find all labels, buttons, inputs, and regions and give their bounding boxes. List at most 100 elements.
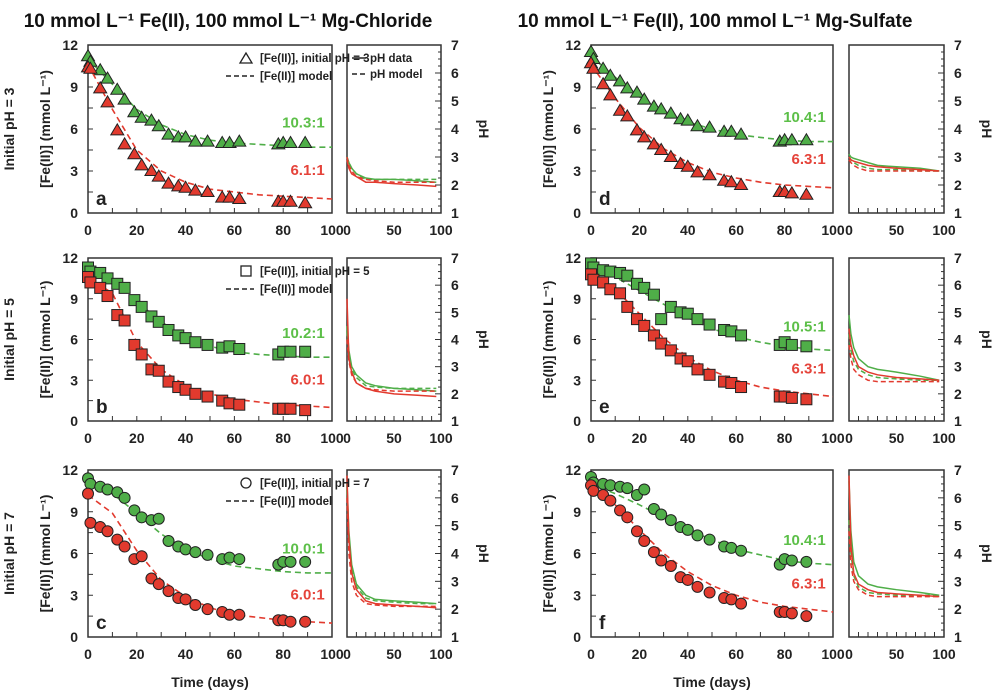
legend-circle-icon bbox=[240, 477, 252, 489]
data-point-green bbox=[638, 483, 651, 496]
data-point-green bbox=[655, 508, 668, 521]
y-tick-label: 12 bbox=[565, 37, 581, 53]
row-label: Initial pH = 3 bbox=[1, 87, 17, 170]
x-axis-label: Time (days) bbox=[673, 674, 751, 690]
data-point-green bbox=[735, 544, 748, 557]
ph-data-line-green bbox=[346, 483, 437, 605]
data-point-red bbox=[144, 163, 159, 176]
ratio-label-red: 6.3:1 bbox=[792, 360, 826, 377]
ph-x-tick-label: 0 bbox=[845, 222, 853, 238]
x-tick-label: 100 bbox=[320, 646, 344, 662]
y-tick-label: 12 bbox=[62, 462, 78, 478]
data-point-green bbox=[101, 483, 114, 496]
ph-model-line-green bbox=[346, 331, 437, 390]
ph-x-tick-label: 0 bbox=[343, 222, 351, 238]
x-tick-label: 80 bbox=[777, 222, 793, 238]
x-tick-label: 0 bbox=[84, 222, 92, 238]
data-point-red bbox=[664, 560, 677, 573]
data-point-green bbox=[135, 300, 148, 313]
data-point-green bbox=[602, 68, 618, 81]
data-point-red bbox=[201, 603, 214, 616]
ph-y-tick-label: 7 bbox=[954, 462, 962, 478]
legend-ph-model-label: pH model bbox=[370, 69, 422, 81]
panel-letter: d bbox=[599, 189, 611, 210]
ph-y-tick-label: 5 bbox=[954, 518, 962, 534]
data-point-red bbox=[664, 344, 677, 357]
legend-model-label: [Fe(II)] model bbox=[260, 496, 332, 508]
ph-x-tick-label: 100 bbox=[429, 646, 453, 662]
y-tick-label: 0 bbox=[70, 205, 78, 221]
ph-y-tick-label: 6 bbox=[451, 277, 459, 293]
ph-y-tick-label: 6 bbox=[954, 65, 962, 81]
ph-x-tick-label: 50 bbox=[889, 222, 905, 238]
ph-x-tick-label: 100 bbox=[429, 430, 453, 446]
data-point-red bbox=[109, 122, 125, 136]
y-axis-label: [Fe(II)] (mmol L⁻¹) bbox=[37, 281, 53, 399]
data-point-green bbox=[612, 73, 628, 87]
data-point-red bbox=[690, 164, 705, 178]
y-tick-label: 6 bbox=[70, 121, 78, 137]
legend-triangle-icon bbox=[238, 51, 254, 64]
data-point-red bbox=[604, 494, 617, 507]
ph-y-tick-label: 1 bbox=[954, 629, 962, 645]
panel-letter: e bbox=[599, 397, 610, 418]
data-point-red bbox=[673, 156, 688, 169]
ratio-label-green: 10.5:1 bbox=[783, 318, 826, 335]
data-point-green bbox=[636, 92, 652, 105]
series-red: 6.3:1 bbox=[585, 268, 940, 406]
x-tick-label: 80 bbox=[275, 430, 291, 446]
data-point-red bbox=[655, 337, 668, 350]
data-point-red bbox=[799, 187, 814, 200]
x-tick-label: 80 bbox=[275, 222, 291, 238]
data-point-green bbox=[621, 482, 634, 495]
series-green: 10.4:1 bbox=[583, 44, 940, 172]
ph-x-tick-label: 100 bbox=[429, 222, 453, 238]
ph-data-line-green bbox=[346, 325, 437, 392]
data-point-red bbox=[619, 108, 635, 122]
x-tick-label: 100 bbox=[821, 430, 845, 446]
data-point-green bbox=[179, 543, 192, 556]
data-point-green bbox=[646, 99, 662, 112]
data-point-green bbox=[231, 134, 247, 147]
ratio-label-red: 6.0:1 bbox=[290, 371, 324, 388]
ph-y-tick-label: 1 bbox=[451, 629, 459, 645]
data-point-green bbox=[201, 548, 214, 561]
data-point-red bbox=[299, 404, 312, 417]
ph-x-tick-label: 100 bbox=[932, 430, 956, 446]
y-tick-label: 9 bbox=[573, 79, 581, 95]
ph-y-tick-label: 7 bbox=[451, 37, 459, 53]
ratio-label-red: 6.1:1 bbox=[290, 162, 324, 179]
data-point-red bbox=[128, 338, 141, 351]
data-point-green bbox=[800, 340, 813, 353]
legend-data-label: [Fe(II)], initial pH = 5 bbox=[260, 266, 370, 278]
data-point-green bbox=[92, 62, 108, 76]
data-point-red bbox=[630, 313, 643, 326]
y-tick-label: 3 bbox=[70, 587, 78, 603]
y-tick-label: 3 bbox=[70, 372, 78, 388]
data-point-red bbox=[655, 554, 668, 567]
ph-data-line-green bbox=[848, 481, 940, 596]
data-point-green bbox=[109, 82, 125, 95]
data-point-red bbox=[201, 390, 214, 403]
series-green: 10.2:1 bbox=[82, 261, 437, 392]
data-point-red bbox=[703, 586, 716, 599]
legend-model-label: [Fe(II)] model bbox=[260, 71, 332, 83]
series-red: 6.1:1 bbox=[80, 59, 437, 209]
x-tick-label: 0 bbox=[587, 430, 595, 446]
data-point-red bbox=[597, 276, 610, 289]
ph-data-line-red bbox=[848, 156, 940, 172]
data-point-green bbox=[200, 134, 215, 147]
data-point-red bbox=[179, 593, 192, 606]
data-point-green bbox=[126, 104, 142, 118]
data-point-red bbox=[653, 142, 669, 155]
y-tick-label: 6 bbox=[573, 121, 581, 137]
panel-letter: f bbox=[599, 613, 606, 634]
x-tick-label: 0 bbox=[84, 646, 92, 662]
ratio-label-green: 10.3:1 bbox=[282, 115, 325, 132]
data-point-green bbox=[799, 132, 814, 146]
ph-data-line-red bbox=[346, 159, 437, 188]
ratio-label-red: 6.0:1 bbox=[290, 586, 324, 603]
